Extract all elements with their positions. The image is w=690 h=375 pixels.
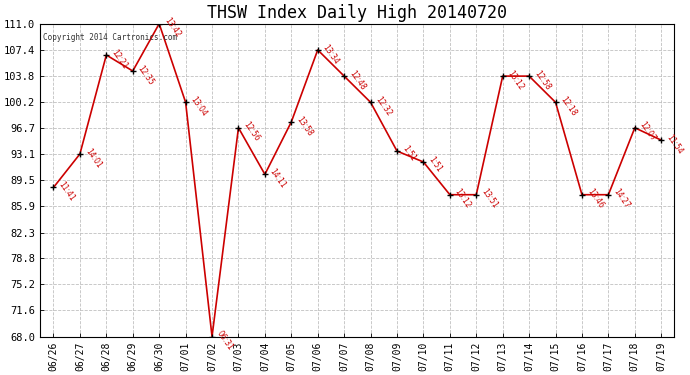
Text: 1:51: 1:51 [426,154,444,174]
Text: 14:01: 14:01 [83,147,103,170]
Title: THSW Index Daily High 20140720: THSW Index Daily High 20140720 [208,4,507,22]
Text: 13:46: 13:46 [585,188,605,210]
Text: 14:27: 14:27 [611,188,631,210]
Text: 12:35: 12:35 [136,64,156,87]
Text: 12:07: 12:07 [638,120,658,143]
Text: 13:12: 13:12 [506,69,526,92]
Text: 06:31: 06:31 [215,329,235,352]
Text: 13:42: 13:42 [162,16,182,39]
Text: 11:54: 11:54 [664,133,684,156]
Text: 13:04: 13:04 [189,95,208,118]
Text: 13:34: 13:34 [321,43,341,66]
Text: 12:58: 12:58 [532,69,552,92]
Text: Copyright 2014 Cartronics.com: Copyright 2014 Cartronics.com [43,33,177,42]
Text: 11:41: 11:41 [57,180,77,203]
Text: 1:51: 1:51 [400,144,417,163]
Text: 12:21: 12:21 [110,48,129,70]
Text: 14:11: 14:11 [268,167,288,190]
Text: 13:58: 13:58 [295,115,315,138]
Text: 12:32: 12:32 [374,95,393,118]
Text: 12:18: 12:18 [559,95,578,118]
Text: 12:56: 12:56 [241,120,262,143]
Text: 13:12: 13:12 [453,188,473,210]
Text: 13:51: 13:51 [480,188,500,210]
Text: 12:48: 12:48 [347,69,367,92]
